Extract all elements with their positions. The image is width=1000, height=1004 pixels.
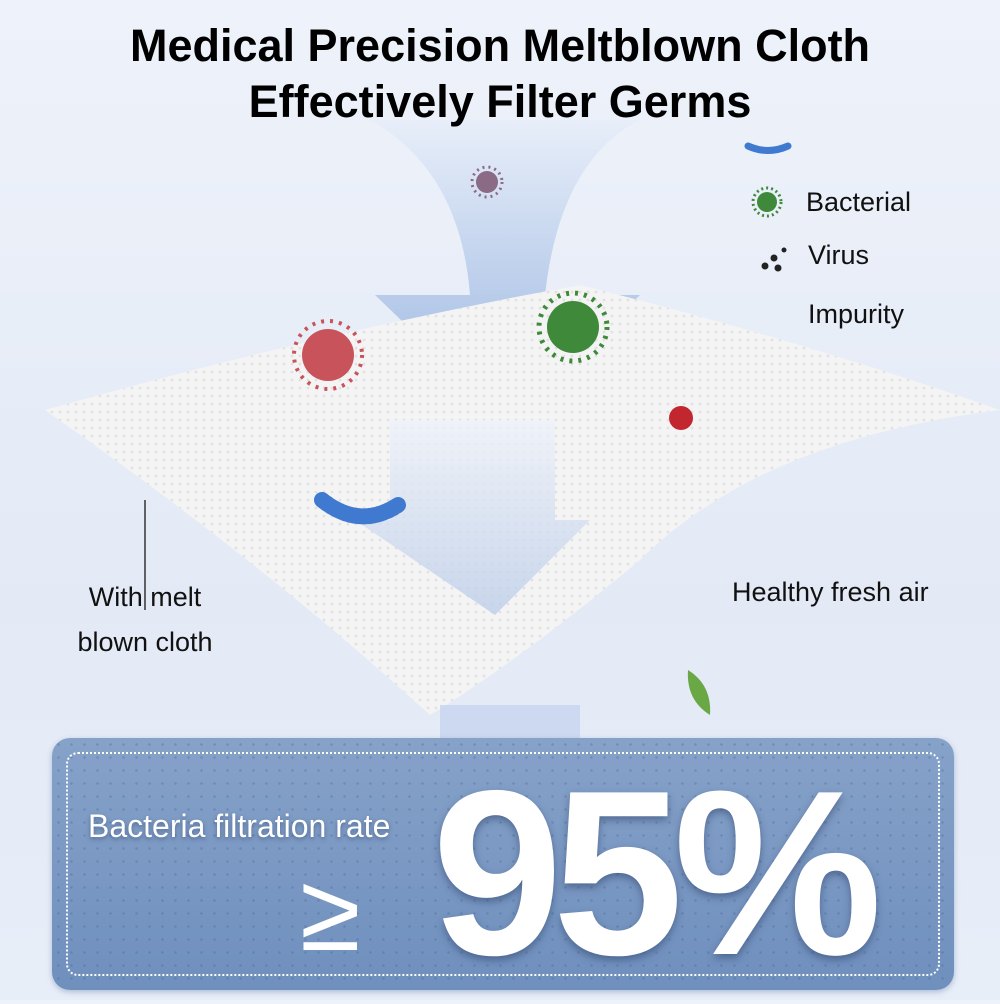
greater-equal-symbol: ≥ — [300, 851, 361, 974]
red-virus-icon — [292, 319, 364, 391]
green-virus-icon — [536, 290, 610, 364]
cloth-label: With melt blown cloth — [70, 575, 220, 665]
purple-virus-icon — [470, 165, 504, 199]
cloth-label-line1: With melt — [88, 582, 202, 612]
red-impurity-icon — [669, 406, 693, 430]
rate-value: 95% — [432, 741, 882, 1004]
fresh-air-label: Healthy fresh air — [732, 577, 929, 607]
leaf-icon — [687, 670, 711, 715]
virus-dots-icon — [761, 247, 787, 272]
cloth-label-line2: blown cloth — [77, 627, 213, 657]
page-title: Medical Precision Meltblown Cloth Effect… — [0, 18, 1000, 130]
title-line-1: Medical Precision Meltblown Cloth — [129, 20, 871, 71]
arrow-bottom — [440, 705, 580, 740]
rate-label: Bacteria filtration rate — [88, 808, 391, 844]
filtration-rate-panel: Bacteria filtration rate ≥ 95% — [52, 738, 954, 990]
legend-bacterial: Bacterial — [806, 187, 912, 217]
blue-bacteria-small-icon — [744, 142, 792, 154]
bacteria-icon — [751, 186, 783, 218]
title-line-2: Effectively Filter Germs — [248, 76, 752, 127]
blue-bacteria-icon — [314, 492, 406, 525]
arrow-middle — [355, 420, 590, 615]
dotted-border — [66, 752, 940, 976]
legend-virus: Virus — [808, 240, 870, 270]
legend-impurity: Impurity — [808, 299, 905, 329]
